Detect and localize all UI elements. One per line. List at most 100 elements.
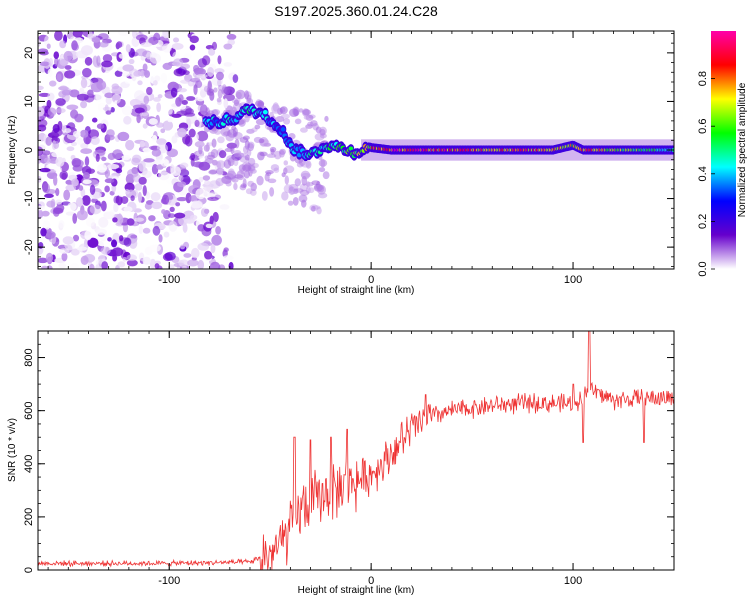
noise-blob — [69, 89, 80, 98]
noise-blob — [62, 236, 75, 245]
noise-blob — [53, 51, 60, 60]
colorbar-tick-label: 0.4 — [697, 166, 709, 181]
colorbar: 0.0 0.2 0.4 0.6 0.8 Normalized spectral ampl… — [697, 31, 748, 277]
noise-blob — [135, 34, 148, 41]
snr-line — [38, 331, 674, 570]
track-cell — [262, 110, 268, 115]
noise-blob — [167, 117, 173, 123]
noise-blob — [146, 86, 153, 96]
halo-blob — [217, 136, 225, 144]
noise-blob — [66, 104, 79, 110]
halo-blob — [257, 151, 265, 161]
noise-blob — [117, 31, 130, 37]
y-tick-label: 600 — [23, 401, 35, 419]
halo-blob — [213, 87, 218, 93]
noise-blob — [226, 33, 237, 41]
noise-blob — [196, 73, 208, 79]
noise-blob — [214, 68, 225, 74]
noise-blob — [142, 147, 151, 153]
noise-blob — [154, 263, 160, 269]
spectrogram-y-label: Frequency (Hz) — [7, 116, 18, 185]
noise-blob — [102, 54, 113, 63]
noise-blob — [162, 43, 172, 53]
halo-blob — [308, 187, 315, 194]
noise-blob — [132, 31, 137, 39]
noise-blob — [144, 202, 153, 210]
noise-blob — [212, 211, 219, 223]
halo-blob — [208, 88, 214, 94]
noise-blob — [175, 97, 182, 107]
halo-blob — [215, 178, 225, 187]
noise-blob — [53, 175, 58, 186]
noise-blob — [38, 85, 44, 91]
snr-x-ticks: -100 0 100 — [47, 331, 675, 587]
noise-blob — [194, 67, 206, 76]
noise-blob — [162, 31, 170, 39]
chart-title: S197.2025.360.01.24.C28 — [274, 3, 438, 19]
halo-blob — [235, 89, 246, 100]
noise-blob — [123, 206, 133, 213]
noise-blob — [126, 254, 138, 262]
noise-blob — [55, 156, 65, 168]
halo-blob — [223, 159, 232, 169]
noise-blob — [143, 95, 150, 105]
noise-blob — [172, 37, 180, 43]
y-tick-label: 200 — [23, 508, 35, 526]
noise-blob — [190, 247, 200, 259]
noise-blob — [87, 237, 99, 249]
noise-blob — [222, 255, 234, 261]
noise-blob — [195, 188, 206, 200]
noise-blob — [55, 98, 66, 106]
noise-blob — [39, 167, 51, 173]
noise-blob — [223, 43, 233, 50]
halo-blob — [210, 148, 219, 159]
noise-blob — [130, 195, 135, 202]
noise-blob — [114, 70, 123, 77]
noise-blob — [111, 247, 124, 257]
noise-blob — [43, 157, 52, 163]
noise-blob — [207, 196, 219, 201]
noise-blob — [69, 262, 80, 269]
noise-blob — [89, 184, 96, 195]
noise-blob — [55, 188, 60, 197]
noise-blob — [115, 213, 124, 225]
noise-blob — [111, 83, 120, 90]
noise-blob — [111, 239, 118, 248]
noise-blob — [64, 65, 72, 70]
noise-blob — [186, 96, 196, 101]
noise-blob — [63, 189, 71, 201]
halo-blob — [254, 124, 261, 130]
halo-blob — [225, 180, 232, 187]
halo-blob — [279, 106, 288, 115]
colorbar-tick-label: 0.2 — [697, 214, 709, 229]
noise-blob — [203, 190, 208, 197]
noise-blob — [104, 178, 115, 184]
noise-blob — [83, 171, 90, 180]
noise-blob — [168, 220, 178, 232]
noise-blob — [151, 134, 158, 142]
noise-blob — [158, 234, 163, 243]
noise-blob — [47, 92, 55, 101]
noise-blob — [45, 231, 56, 239]
noise-blob — [107, 237, 112, 242]
noise-blob — [155, 122, 164, 128]
noise-blob — [125, 139, 135, 151]
noise-blob — [196, 130, 209, 142]
noise-blob — [112, 217, 118, 223]
snr-y-label: SNR (10 * v/v) — [7, 418, 18, 482]
noise-blob — [211, 41, 218, 51]
noise-blob — [115, 195, 123, 206]
noise-blob — [172, 58, 184, 67]
noise-blob — [72, 213, 78, 224]
noise-blob — [42, 182, 51, 194]
noise-blob — [208, 48, 216, 56]
noise-blob — [66, 146, 75, 152]
noise-blob — [59, 40, 67, 49]
colorbar-tick-label: 0.8 — [697, 71, 709, 86]
noise-blob — [38, 257, 48, 264]
noise-blob — [127, 168, 139, 178]
noise-blob — [137, 80, 143, 86]
noise-blob — [205, 193, 216, 198]
noise-blob — [41, 210, 50, 217]
